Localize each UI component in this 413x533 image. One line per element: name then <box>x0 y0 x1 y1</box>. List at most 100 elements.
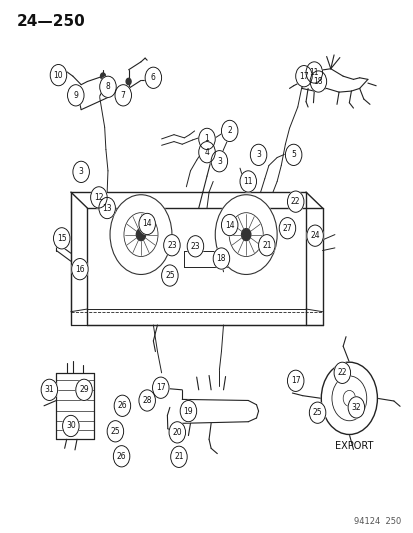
Circle shape <box>169 422 185 443</box>
Text: 3: 3 <box>216 157 221 166</box>
Text: 23: 23 <box>167 241 176 250</box>
Text: 11: 11 <box>309 68 318 77</box>
Text: 9: 9 <box>73 91 78 100</box>
Text: 6: 6 <box>151 73 155 82</box>
Circle shape <box>287 370 303 391</box>
Circle shape <box>67 85 84 106</box>
Circle shape <box>221 120 237 142</box>
Text: 2: 2 <box>227 126 232 135</box>
Circle shape <box>161 265 178 286</box>
Text: 30: 30 <box>66 422 76 431</box>
Text: 32: 32 <box>351 403 360 412</box>
Circle shape <box>90 187 107 208</box>
Circle shape <box>136 229 145 240</box>
Text: 25: 25 <box>312 408 322 417</box>
Circle shape <box>250 144 266 165</box>
Circle shape <box>107 421 123 442</box>
Circle shape <box>62 415 79 437</box>
Text: 22: 22 <box>337 368 346 377</box>
Circle shape <box>152 377 169 398</box>
Text: 11: 11 <box>243 177 252 186</box>
Text: 10: 10 <box>54 70 63 79</box>
Circle shape <box>287 191 303 212</box>
Text: 5: 5 <box>290 150 295 159</box>
Circle shape <box>139 213 155 235</box>
Text: 1: 1 <box>204 134 209 143</box>
Circle shape <box>241 229 250 240</box>
Circle shape <box>114 395 131 416</box>
Circle shape <box>215 195 276 274</box>
Circle shape <box>221 214 237 236</box>
Circle shape <box>258 235 274 256</box>
Text: 31: 31 <box>45 385 54 394</box>
Circle shape <box>213 248 229 269</box>
Text: 14: 14 <box>142 220 152 229</box>
Circle shape <box>240 171 256 192</box>
Circle shape <box>295 66 311 87</box>
Circle shape <box>333 362 350 383</box>
Text: 28: 28 <box>142 396 152 405</box>
Text: 94124  250: 94124 250 <box>353 517 400 526</box>
Circle shape <box>100 73 105 79</box>
Circle shape <box>163 235 180 256</box>
Text: 26: 26 <box>117 401 127 410</box>
Circle shape <box>305 62 322 83</box>
Text: 12: 12 <box>94 193 103 202</box>
Text: 29: 29 <box>79 385 89 394</box>
Circle shape <box>306 225 323 246</box>
Text: 25: 25 <box>110 427 120 436</box>
Circle shape <box>115 85 131 106</box>
Circle shape <box>76 379 92 400</box>
Circle shape <box>110 195 171 274</box>
Circle shape <box>100 76 116 98</box>
Text: 18: 18 <box>313 77 323 86</box>
Text: 19: 19 <box>183 407 193 416</box>
Text: 3: 3 <box>256 150 260 159</box>
Circle shape <box>53 228 70 249</box>
Text: 25: 25 <box>165 271 174 280</box>
Text: 14: 14 <box>224 221 234 230</box>
Circle shape <box>347 397 364 418</box>
Text: 21: 21 <box>174 453 183 462</box>
Circle shape <box>113 446 130 467</box>
Circle shape <box>198 128 215 150</box>
Text: EXPORT: EXPORT <box>334 441 373 451</box>
Text: 23: 23 <box>190 242 200 251</box>
Circle shape <box>50 64 66 86</box>
Text: 18: 18 <box>216 254 225 263</box>
Circle shape <box>139 390 155 411</box>
Text: 26: 26 <box>116 452 126 461</box>
Text: 21: 21 <box>261 241 271 250</box>
Text: 15: 15 <box>57 234 66 243</box>
Text: 24: 24 <box>309 231 319 240</box>
Text: 13: 13 <box>102 204 112 213</box>
Text: 17: 17 <box>299 71 308 80</box>
Circle shape <box>73 161 89 182</box>
Text: 17: 17 <box>290 376 300 385</box>
Circle shape <box>309 71 326 92</box>
Circle shape <box>180 400 196 422</box>
Circle shape <box>309 402 325 423</box>
Text: 20: 20 <box>172 428 182 437</box>
Text: 22: 22 <box>290 197 300 206</box>
Circle shape <box>278 217 295 239</box>
Circle shape <box>187 236 203 257</box>
Circle shape <box>285 144 301 165</box>
Circle shape <box>170 446 187 467</box>
Text: 27: 27 <box>282 224 292 233</box>
Text: 3: 3 <box>78 167 83 176</box>
Circle shape <box>320 362 377 434</box>
Circle shape <box>145 67 161 88</box>
Circle shape <box>71 259 88 280</box>
Text: 7: 7 <box>121 91 126 100</box>
Text: 17: 17 <box>156 383 165 392</box>
Text: 8: 8 <box>105 82 110 91</box>
Circle shape <box>126 78 131 85</box>
Circle shape <box>99 197 115 219</box>
Text: 16: 16 <box>75 265 85 273</box>
Text: 4: 4 <box>204 148 209 157</box>
Circle shape <box>211 151 227 172</box>
Circle shape <box>41 379 57 400</box>
Circle shape <box>198 142 215 163</box>
Text: 24—250: 24—250 <box>17 14 86 29</box>
